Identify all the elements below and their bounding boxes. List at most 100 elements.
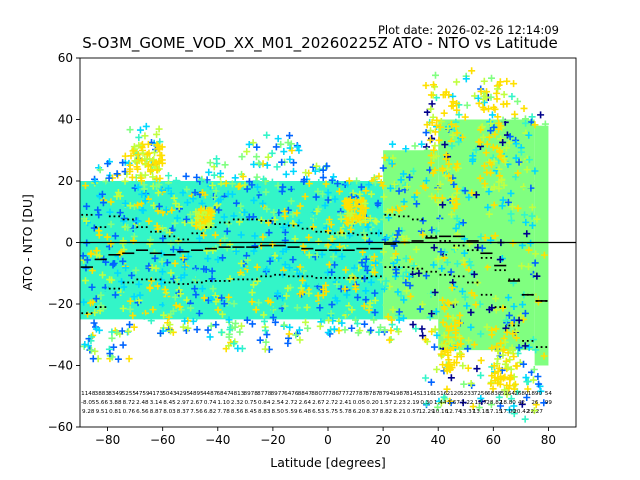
scatter-point-1279 <box>493 243 501 251</box>
scatter-point-581 <box>245 178 253 186</box>
scatter-point-1648 <box>500 181 508 189</box>
scatter-point-386 <box>248 320 256 328</box>
scatter-point-832 <box>419 217 427 225</box>
annotation-row1-20: 7787 <box>352 391 367 397</box>
scatter-point-1026 <box>395 227 403 235</box>
scatter-point-1367 <box>141 132 149 140</box>
annotation-row3-3: 0.76 <box>123 409 136 415</box>
scatter-point-276 <box>284 206 292 214</box>
upper-dot-30-2 <box>504 269 506 272</box>
scatter-point-926 <box>243 148 251 156</box>
lower-dot-10-1 <box>223 280 226 282</box>
scatter-point-866 <box>358 259 366 267</box>
scatter-point-198 <box>394 288 402 296</box>
scatter-point-1397 <box>154 189 162 197</box>
scatter-point-908 <box>154 282 162 290</box>
scatter-point-881 <box>235 218 243 226</box>
scatter-point-1078 <box>470 270 478 278</box>
lower-dot-9-1 <box>209 280 212 282</box>
lower-dot-8-0 <box>191 281 194 284</box>
upper-dot-4-1 <box>141 226 143 229</box>
upper-dot-28-2 <box>476 249 479 252</box>
scatter-point-650 <box>248 289 256 297</box>
scatter-point-917 <box>423 239 431 247</box>
scatter-point-1426 <box>137 174 145 182</box>
scatter-point-1647 <box>496 78 504 86</box>
scatter-point-1113 <box>260 317 268 325</box>
scatter-point-1666 <box>485 133 493 141</box>
scatter-point-1392 <box>236 182 244 190</box>
scatter-point-705 <box>448 142 456 150</box>
upper-dot-18-2 <box>338 232 341 235</box>
scatter-point-1605 <box>453 106 461 114</box>
scatter-point-115 <box>182 262 190 270</box>
scatter-point-1365 <box>370 253 378 261</box>
annotation-row1-3: 5255 <box>122 391 137 397</box>
scatter-point-711 <box>282 292 290 300</box>
upper-dot-1-0 <box>95 226 97 229</box>
scatter-point-708 <box>88 267 96 275</box>
scatter-point-1163 <box>89 355 97 363</box>
scatter-point-127 <box>349 189 357 197</box>
scatter-point-1330 <box>331 195 339 203</box>
annotation-row2-0: -8.05 <box>81 400 96 406</box>
scatter-point-724 <box>515 158 523 166</box>
scatter-point-1374 <box>532 401 540 409</box>
scatter-point-1318 <box>490 123 498 131</box>
scatter-point-579 <box>114 189 122 197</box>
scatter-point-1219 <box>319 174 327 182</box>
scatter-point-1122 <box>281 228 289 236</box>
scatter-point-1322 <box>81 341 89 349</box>
scatter-point-1758 <box>455 333 463 341</box>
scatter-point-956 <box>136 291 144 299</box>
lower-dot-13-0 <box>260 275 263 278</box>
scatter-point-1166 <box>525 131 533 139</box>
scatter-point-1590 <box>438 194 446 202</box>
scatter-point-510 <box>121 177 129 185</box>
scatter-point-434 <box>518 262 526 270</box>
scatter-point-1091 <box>199 189 207 197</box>
scatter-point-1698 <box>497 152 505 160</box>
lower-dot-7-0 <box>177 283 180 285</box>
upper-dot-10-2 <box>228 221 231 224</box>
scatter-point-1450 <box>131 157 139 165</box>
scatter-point-1803 <box>495 364 503 372</box>
lower-dot-33-0 <box>535 346 538 348</box>
scatter-point-376 <box>521 309 529 317</box>
scatter-point-1048 <box>487 127 495 135</box>
scatter-point-1250 <box>515 344 523 352</box>
annotation-row2-25: 0.30 <box>420 400 433 406</box>
annotation-row3-29: 13.18 <box>473 409 489 415</box>
scatter-point-1013 <box>474 94 482 102</box>
scatter-point-1130 <box>141 197 149 205</box>
scatter-point-958 <box>289 256 297 264</box>
upper-dot-25-1 <box>430 235 433 238</box>
scatter-point-712 <box>110 343 118 351</box>
scatter-point-1180 <box>400 198 408 206</box>
annotation-row2-34: 99 <box>545 400 553 406</box>
scatter-point-852 <box>512 173 520 181</box>
scatter-point-1356 <box>109 260 117 268</box>
scatter-point-136 <box>490 201 498 209</box>
upper-dot-20-2 <box>366 233 369 236</box>
scatter-point-72 <box>438 265 446 273</box>
scatter-point-876 <box>384 288 392 296</box>
scatter-point-764 <box>167 190 175 198</box>
scatter-point-1579 <box>348 209 356 217</box>
scatter-point-1345 <box>331 261 339 269</box>
scatter-point-461 <box>290 220 298 228</box>
scatter-point-1210 <box>477 356 485 364</box>
scatter-point-661 <box>460 309 468 317</box>
upper-dot-9-1 <box>209 226 212 229</box>
lower-dot-30-0 <box>494 306 497 308</box>
scatter-point-1646 <box>483 140 491 148</box>
scatter-point-1168 <box>411 193 419 201</box>
scatter-point-717 <box>315 237 323 245</box>
scatter-point-1047 <box>82 217 90 225</box>
scatter-point-1701 <box>444 312 452 320</box>
scatter-point-611 <box>413 200 421 208</box>
scatter-point-515 <box>373 218 381 226</box>
lower-dot-8-1 <box>196 281 199 284</box>
scatter-point-1110 <box>226 326 234 334</box>
scatter-point-22 <box>379 258 387 266</box>
